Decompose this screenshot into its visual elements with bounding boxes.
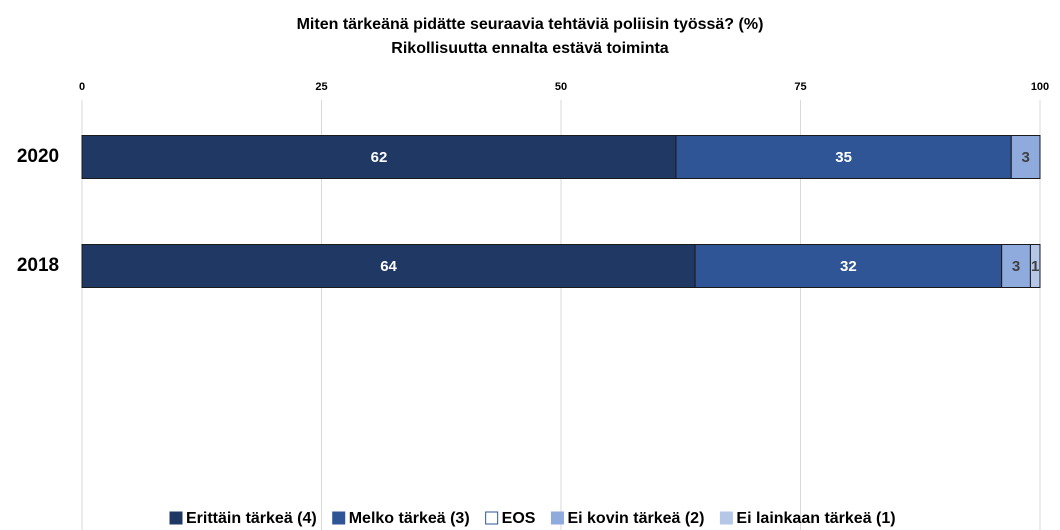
bar-segment	[1029, 244, 1041, 288]
category-label: 2018	[17, 255, 59, 276]
legend-swatch	[332, 511, 346, 525]
legend-label: Melko tärkeä (3)	[349, 510, 470, 527]
x-tick-label: 0	[79, 81, 85, 93]
chart-subtitle: Rikollisuutta ennalta estävä toiminta	[391, 40, 669, 57]
x-tick-label: 50	[555, 81, 567, 93]
category-label: 2020	[17, 146, 59, 167]
legend-label: EOS	[502, 510, 536, 527]
value-label: 35	[835, 149, 852, 166]
x-tick-label: 100	[1031, 81, 1049, 93]
value-label: 62	[371, 149, 388, 166]
value-label: 1	[1031, 258, 1039, 275]
bar-segment	[1010, 135, 1041, 179]
legend-label: Ei lainkaan tärkeä (1)	[736, 510, 895, 527]
legend-label: Erittäin tärkeä (4)	[186, 510, 317, 527]
legend-swatch	[485, 511, 499, 525]
legend-swatch	[169, 511, 183, 525]
x-tick-label: 75	[794, 81, 806, 93]
bar-segment	[81, 244, 696, 288]
value-label: 64	[380, 258, 397, 275]
bar-segment	[694, 244, 1003, 288]
legend-swatch	[550, 511, 564, 525]
bar-segment	[81, 135, 677, 179]
value-label: 3	[1021, 149, 1029, 166]
legend-label: Ei kovin tärkeä (2)	[567, 510, 704, 527]
x-tick-label: 25	[315, 81, 327, 93]
bar-segment	[675, 135, 1012, 179]
value-label: 32	[840, 258, 857, 275]
legend-swatch	[719, 511, 733, 525]
value-label: 3	[1012, 258, 1020, 275]
chart-title: Miten tärkeänä pidätte seuraavia tehtävi…	[297, 16, 764, 33]
